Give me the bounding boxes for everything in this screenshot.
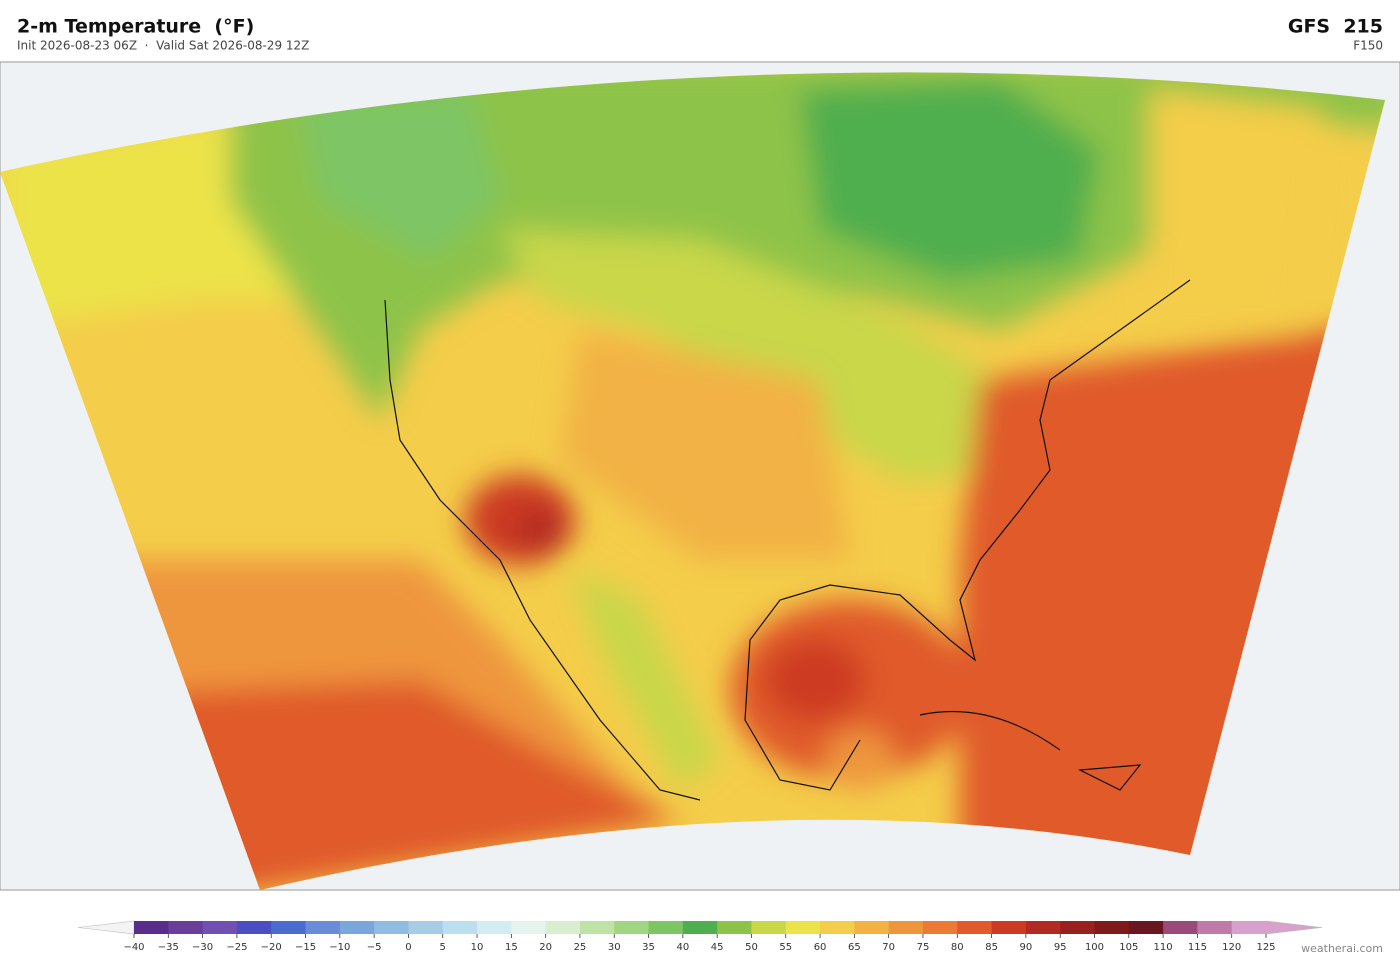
colorbar-tick-label: 95 <box>1054 942 1067 953</box>
colorbar-bin <box>888 921 924 934</box>
colorbar-tick-label: 80 <box>951 942 964 953</box>
credit: weatherai.com <box>1301 942 1383 955</box>
model-label: GFS 215 <box>1288 16 1383 38</box>
colorbar-bin <box>820 921 855 934</box>
colorbar-bin <box>408 921 444 934</box>
colorbar-tick-label: 65 <box>848 942 861 953</box>
colorbar-tick-label: 75 <box>917 942 930 953</box>
colorbar-tick-label: 115 <box>1188 942 1207 953</box>
colorbar-bin <box>1094 921 1130 934</box>
colorbar-tick-label: −15 <box>295 942 316 953</box>
colorbar-bin <box>545 921 581 934</box>
colorbar: −40 −35 −30 −25 −20 −15 −10 −5 0 5 10 15 20 25 30 35 40 4… <box>77 920 1323 953</box>
colorbar-tick-label: −5 <box>367 942 382 953</box>
colorbar-bin <box>442 921 478 934</box>
colorbar-bin <box>339 921 375 934</box>
colorbar-bin <box>477 921 512 934</box>
colorbar-over <box>1265 920 1323 935</box>
colorbar-bin <box>957 921 993 934</box>
colorbar-bin <box>682 921 718 934</box>
colorbar-bin <box>202 921 238 934</box>
colorbar-tick-label: 90 <box>1020 942 1033 953</box>
colorbar-tick-label: 5 <box>440 942 446 953</box>
colorbar-bin <box>854 921 890 934</box>
colorbar-bin <box>1128 921 1164 934</box>
colorbar-tick-label: 25 <box>574 942 587 953</box>
colorbar-bin <box>785 921 821 934</box>
colorbar-tick-label: 70 <box>882 942 895 953</box>
colorbar-bin <box>305 921 341 934</box>
colorbar-bin <box>168 921 204 934</box>
colorbar-bin <box>511 921 547 934</box>
colorbar-bin <box>614 921 650 934</box>
colorbar-bin <box>374 921 409 934</box>
colorbar-tick-label: 10 <box>471 942 484 953</box>
colorbar-tick-label: 20 <box>539 942 552 953</box>
colorbar-bin <box>717 921 752 934</box>
forecast-hour: F150 <box>1353 39 1383 53</box>
colorbar-tick-label: −10 <box>329 942 350 953</box>
colorbar-tick-label: 110 <box>1154 942 1173 953</box>
colorbar-tick-label: −25 <box>226 942 247 953</box>
title: 2-m Temperature (°F) <box>17 16 254 38</box>
colorbar-bin <box>1163 921 1198 934</box>
colorbar-tick-label: 15 <box>505 942 518 953</box>
colorbar-bin <box>1197 921 1233 934</box>
colorbar-tick-label: 100 <box>1085 942 1104 953</box>
colorbar-bin <box>236 921 272 934</box>
colorbar-tick-label: 125 <box>1256 942 1275 953</box>
colorbar-tick-label: 35 <box>642 942 655 953</box>
colorbar-bin <box>579 921 615 934</box>
colorbar-bin <box>1231 921 1267 934</box>
subtitle: Init 2026-08-23 06Z · Valid Sat 2026-08-… <box>17 39 309 53</box>
colorbar-under <box>77 920 135 935</box>
colorbar-tick-label: −30 <box>192 942 213 953</box>
colorbar-bin <box>1025 921 1061 934</box>
colorbar-tick-label: 0 <box>405 942 411 953</box>
colorbar-tick-label: 40 <box>676 942 689 953</box>
colorbar-tick-label: 120 <box>1222 942 1241 953</box>
colorbar-tick-label: 50 <box>745 942 758 953</box>
colorbar-tick-label: −40 <box>123 942 144 953</box>
colorbar-tick-label: 55 <box>779 942 792 953</box>
coastlines <box>384 279 1191 801</box>
colorbar-bin <box>134 921 169 934</box>
colorbar-bin <box>751 921 787 934</box>
colorbar-bin <box>271 921 307 934</box>
colorbar-tick-label: 45 <box>711 942 724 953</box>
colorbar-bin <box>1060 921 1095 934</box>
colorbar-tick-label: −35 <box>158 942 179 953</box>
colorbar-tick-label: −20 <box>261 942 282 953</box>
colorbar-tick-label: 105 <box>1119 942 1138 953</box>
colorbar-bin <box>991 921 1027 934</box>
colorbar-bin <box>922 921 958 934</box>
colorbar-bin <box>648 921 684 934</box>
colorbar-tick-label: 85 <box>985 942 998 953</box>
colorbar-tick-label: 60 <box>814 942 827 953</box>
colorbar-tick-label: 30 <box>608 942 621 953</box>
